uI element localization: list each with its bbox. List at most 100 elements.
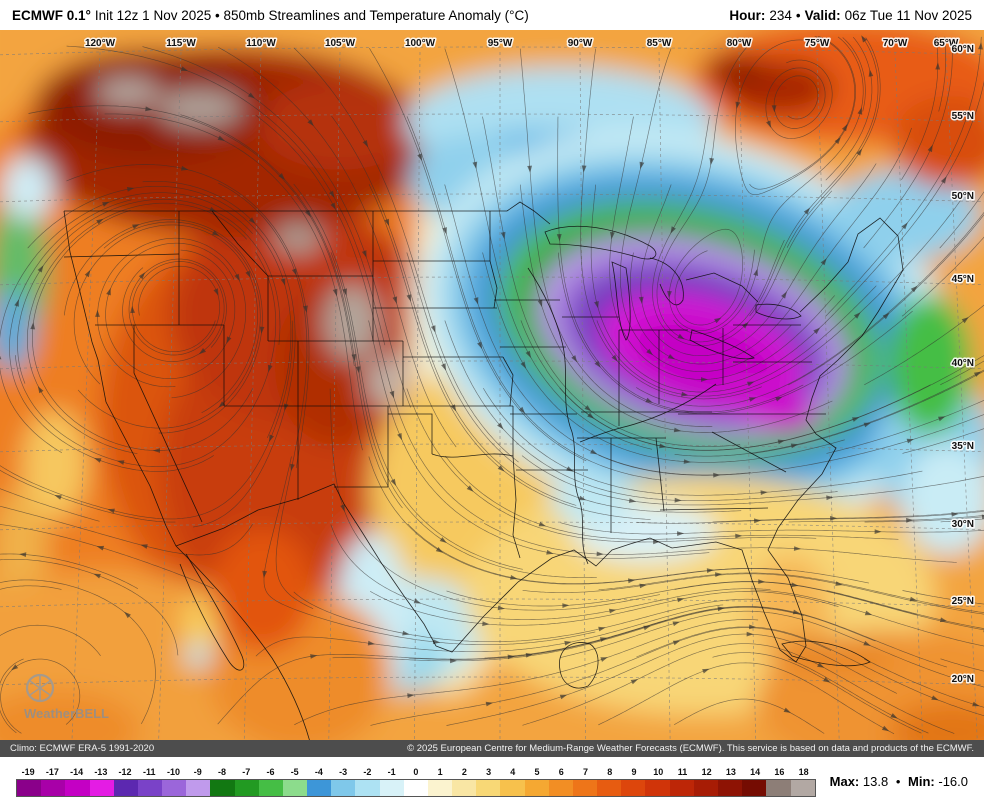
border-line <box>579 383 717 443</box>
scale-swatch <box>379 779 404 796</box>
streamline <box>0 524 214 590</box>
streamline-arrow <box>556 234 562 242</box>
streamline-arrow <box>638 296 644 304</box>
streamline-arrow <box>95 309 100 317</box>
anomaly-blob <box>770 636 894 672</box>
weatherbell-logo: WeatherBELL <box>24 673 109 721</box>
streamline-arrow <box>817 662 825 668</box>
streamline-arrow <box>19 552 27 557</box>
scale-value: 13 <box>725 766 736 777</box>
scale-value: 0 <box>413 766 419 777</box>
border-line <box>506 201 551 225</box>
streamline-arrow <box>417 153 422 161</box>
weather-map: 120°W 120°W 115°W 115°W 110°W 110°W 105°W 105°W… <box>0 30 984 740</box>
streamline-arrow <box>594 360 601 368</box>
streamline-arrow <box>11 664 19 671</box>
streamline <box>128 258 227 356</box>
streamline-arrow <box>538 521 546 527</box>
valid-value: 06z Tue 11 Nov 2025 <box>844 7 972 23</box>
scale-swatch <box>162 779 187 796</box>
scale-swatch <box>210 779 235 796</box>
streamline <box>63 219 263 434</box>
streamline-arrow <box>672 621 680 627</box>
streamline-arrow <box>262 570 268 578</box>
streamline <box>765 59 833 139</box>
streamline-arrow <box>303 305 308 313</box>
streamline-arrow <box>594 301 599 309</box>
streamline <box>406 388 817 543</box>
streamline-arrow <box>84 269 91 278</box>
streamline <box>482 252 845 463</box>
streamline <box>218 47 457 448</box>
anomaly-blob <box>274 223 322 253</box>
scale-swatch <box>476 779 501 796</box>
lat-label: 50°N <box>952 191 974 202</box>
streamline-arrow <box>749 397 757 402</box>
streamline-arrow <box>497 605 505 611</box>
streamline <box>902 590 984 605</box>
scale-swatch <box>645 779 670 796</box>
grid-line-parallel <box>0 276 984 286</box>
streamline <box>636 211 984 407</box>
streamline-arrow <box>747 381 755 387</box>
streamline-arrow <box>882 312 890 320</box>
streamline <box>636 510 984 524</box>
streamline-arrow <box>803 207 810 215</box>
streamline <box>749 35 856 190</box>
streamline-arrow <box>863 640 871 646</box>
streamline <box>77 221 261 429</box>
streamline-arrow <box>590 449 598 455</box>
grid-line-meridian <box>414 51 421 740</box>
streamline-arrow <box>117 460 125 465</box>
streamline-arrow <box>972 701 980 707</box>
streamline-arrow <box>507 654 515 660</box>
grid-line-meridian <box>158 51 182 740</box>
scale-value: 3 <box>486 766 492 777</box>
lon-label: 100°W <box>405 38 436 49</box>
streamline-arrow <box>259 326 265 334</box>
streamline-arrow <box>30 322 36 330</box>
streamline-arrow <box>939 617 948 623</box>
border-line <box>544 225 657 260</box>
lon-label: 105°W <box>325 38 356 49</box>
scale-swatch <box>742 779 767 796</box>
streamline <box>293 591 759 643</box>
scale-value: 1 <box>437 766 443 777</box>
scale-swatch <box>766 779 791 796</box>
grid-line-meridian <box>328 51 341 740</box>
lat-label: 20°N <box>952 674 974 685</box>
anomaly-blob <box>890 702 984 740</box>
streamline <box>482 116 741 447</box>
scale-value: -4 <box>314 766 323 777</box>
streamline <box>26 202 247 454</box>
streamline-arrow <box>672 640 681 646</box>
scale-value: -1 <box>387 766 396 777</box>
streamline-arrow <box>267 364 273 373</box>
streamline-arrow <box>881 725 890 732</box>
scale-value: -10 <box>167 766 181 777</box>
streamline-arrow <box>630 679 639 685</box>
model-name: ECMWF 0.1° <box>12 7 91 23</box>
streamline <box>864 304 984 386</box>
anomaly-blob <box>0 288 34 372</box>
streamline-arrow <box>518 406 526 414</box>
streamline <box>826 590 984 629</box>
streamline-arrow <box>901 222 908 230</box>
anomaly-blob <box>260 80 420 170</box>
streamline <box>330 252 597 578</box>
streamline <box>32 210 254 451</box>
streamline-arrow <box>181 165 189 171</box>
lon-label: 90°W <box>568 38 593 49</box>
streamline <box>28 105 355 367</box>
lon-label: 95°W <box>488 38 513 49</box>
streamline <box>522 643 955 734</box>
lat-label: 35°N <box>952 441 974 452</box>
streamline <box>674 369 984 457</box>
streamline-arrow <box>497 422 504 430</box>
streamline <box>902 428 984 454</box>
streamline <box>901 236 984 317</box>
border-line <box>611 261 631 341</box>
streamline-arrow <box>473 297 479 305</box>
hour-value: 234 <box>769 7 792 23</box>
lon-label: 90°W <box>568 38 593 49</box>
